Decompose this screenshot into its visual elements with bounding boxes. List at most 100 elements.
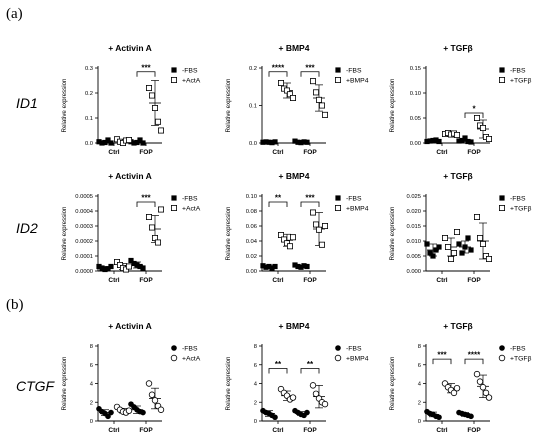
data-point bbox=[126, 137, 133, 144]
data-point bbox=[436, 244, 442, 250]
data-point bbox=[96, 263, 102, 270]
data-point bbox=[476, 378, 484, 385]
legend-label: -FBS bbox=[346, 346, 362, 353]
x-tick-label: Ctrl bbox=[272, 277, 283, 284]
significance-bracket: **** bbox=[464, 351, 484, 365]
data-point bbox=[316, 96, 323, 103]
legend-marker bbox=[499, 195, 505, 201]
chart-svg: + BMP4 Relative expression 0.00 0.02 0.04 0.0… bbox=[225, 171, 369, 284]
data-point bbox=[321, 400, 329, 408]
x-tick-label: Ctrl bbox=[108, 277, 119, 284]
y-tick-label: 6 bbox=[254, 363, 257, 369]
x-tick-label: Ctrl bbox=[108, 427, 119, 434]
chart-id2-tgfb: + TGFβ Relative expression 0.000 0.005 0.010… bbox=[386, 168, 546, 293]
data-point bbox=[108, 263, 114, 270]
legend-label: -FBS bbox=[510, 346, 526, 353]
data-point bbox=[453, 384, 461, 392]
y-tick-label: 0.00 bbox=[246, 269, 257, 275]
data-point bbox=[445, 244, 452, 251]
data-point bbox=[322, 223, 329, 230]
y-tick-label: 4 bbox=[90, 382, 94, 388]
data-point bbox=[310, 209, 317, 216]
data-point bbox=[289, 394, 297, 401]
x-tick-label: Ctrl bbox=[436, 149, 447, 156]
significance-bracket: ** bbox=[268, 194, 288, 207]
data-point bbox=[479, 384, 487, 391]
significance-bracket: *** bbox=[300, 194, 320, 207]
y-tick-label: 8 bbox=[418, 344, 421, 350]
data-point bbox=[456, 241, 462, 247]
series-1 bbox=[114, 206, 165, 273]
data-point bbox=[99, 140, 105, 146]
legend-marker bbox=[335, 345, 341, 351]
chart-svg: + TGFβ Relative expression 0 2 4 6 8 Ctrl FOP ***… bbox=[389, 321, 532, 434]
data-point bbox=[430, 137, 436, 144]
chart-svg: + BMP4 Relative expression 0 2 4 6 8 Ctrl FOP ** *… bbox=[225, 321, 369, 434]
data-point bbox=[468, 413, 474, 420]
y-axis-label: Relative expression bbox=[389, 206, 396, 261]
series-0 bbox=[96, 401, 146, 420]
data-point bbox=[155, 118, 162, 125]
significance-stars: ** bbox=[307, 360, 314, 369]
significance-stars: *** bbox=[141, 194, 151, 203]
data-point bbox=[482, 389, 490, 397]
series-0 bbox=[96, 137, 146, 146]
data-point bbox=[99, 265, 105, 271]
data-point bbox=[158, 127, 165, 134]
data-point bbox=[102, 139, 108, 146]
series-1 bbox=[278, 209, 329, 250]
y-tick-label: 0.005 bbox=[406, 254, 421, 260]
chart-title: + TGFβ bbox=[443, 43, 473, 53]
legend-marker bbox=[499, 77, 506, 84]
chart-id1-tgfb: + TGFβ Relative expression 0.00 0.05 0.10 0.1… bbox=[386, 40, 546, 165]
chart-svg: + TGFβ Relative expression 0.000 0.005 0.010… bbox=[389, 171, 532, 284]
data-point bbox=[430, 253, 436, 259]
legend-marker bbox=[499, 67, 505, 73]
y-tick-label: 0.0 bbox=[85, 141, 93, 147]
gene-label-id1: ID1 bbox=[16, 95, 38, 111]
chart-title: + BMP4 bbox=[279, 321, 310, 331]
series-0 bbox=[424, 408, 474, 421]
data-point bbox=[263, 264, 269, 270]
data-point bbox=[462, 135, 468, 141]
legend-marker bbox=[335, 195, 341, 201]
chart-title: + BMP4 bbox=[279, 43, 310, 53]
data-point bbox=[108, 409, 114, 416]
data-point bbox=[319, 102, 326, 109]
data-point bbox=[272, 414, 278, 421]
series-1 bbox=[442, 214, 493, 263]
data-point bbox=[125, 407, 133, 414]
significance-stars: ** bbox=[275, 194, 282, 203]
series-1 bbox=[113, 380, 165, 416]
legend-marker bbox=[171, 195, 177, 201]
x-tick-label: FOP bbox=[303, 149, 317, 156]
bracket-line bbox=[464, 358, 484, 365]
legend-marker bbox=[171, 67, 177, 73]
series-0 bbox=[260, 138, 310, 146]
data-point bbox=[436, 414, 442, 421]
significance-stars: *** bbox=[305, 194, 315, 203]
x-tick-label: Ctrl bbox=[108, 149, 119, 156]
data-point bbox=[486, 256, 493, 263]
data-point bbox=[459, 137, 465, 144]
data-point bbox=[309, 382, 317, 389]
data-point bbox=[157, 406, 165, 413]
data-point bbox=[465, 235, 471, 241]
chart-ctgf-bmp4: + BMP4 Relative expression 0 2 4 6 8 Ctrl FOP ** *… bbox=[222, 318, 382, 443]
x-tick-label: FOP bbox=[467, 277, 481, 284]
significance-stars: **** bbox=[468, 351, 481, 360]
legend: -FBS +BMP4 bbox=[335, 195, 369, 213]
y-tick-label: 0.04 bbox=[246, 239, 258, 245]
y-tick-label: 2 bbox=[418, 400, 421, 406]
data-point bbox=[149, 224, 156, 231]
data-point bbox=[424, 241, 430, 247]
legend: -FBS +TGFβ bbox=[499, 195, 532, 213]
data-point bbox=[128, 257, 134, 264]
data-point bbox=[108, 140, 114, 146]
bracket-line bbox=[300, 368, 320, 374]
y-tick-label: 0.2 bbox=[249, 66, 257, 72]
data-point bbox=[292, 138, 298, 144]
y-axis-label: Relative expression bbox=[389, 356, 396, 411]
data-point bbox=[148, 391, 156, 398]
y-axis-label: Relative expression bbox=[225, 356, 232, 411]
